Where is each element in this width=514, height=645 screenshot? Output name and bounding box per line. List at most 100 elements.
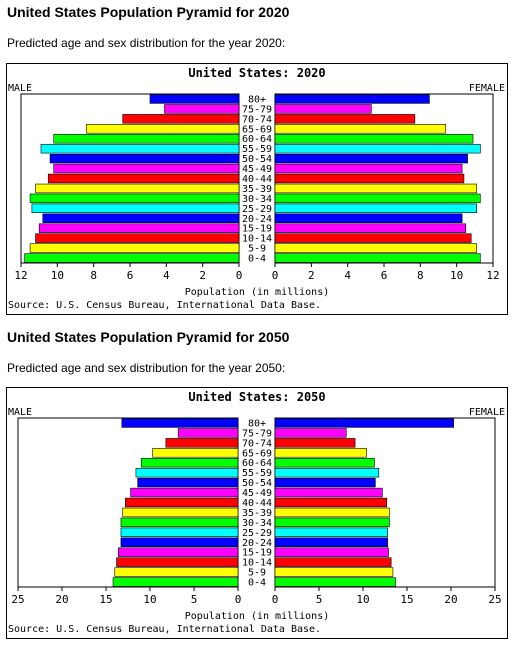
- bar-male: [149, 94, 240, 104]
- pyramid-chart-2050: United States: 2050 MALE FEMALE 80+ 75-79 70-…: [6, 387, 508, 639]
- age-group-label: 65-69: [242, 124, 272, 135]
- x-tick-label: 8: [417, 269, 424, 282]
- bar-female: [274, 448, 367, 458]
- bar-male: [120, 517, 239, 528]
- age-group-label: 5-9: [248, 244, 266, 255]
- age-group-label: 50-54: [242, 154, 272, 165]
- bar-female: [274, 143, 481, 154]
- age-group-label: 60-64: [242, 458, 272, 469]
- bar-male: [42, 213, 240, 223]
- age-group-label: 60-64: [242, 134, 272, 145]
- left-label-male: MALE: [8, 407, 32, 418]
- age-group-label: 30-34: [242, 518, 272, 529]
- x-tick-label: 6: [381, 269, 388, 282]
- age-group-label: 45-49: [242, 488, 272, 499]
- x-tick-label: 10: [450, 269, 463, 282]
- bar-female: [274, 223, 467, 233]
- x-tick-label: 10: [51, 269, 64, 282]
- section-heading-2020: United States Population Pyramid for 202…: [7, 4, 290, 20]
- x-tick-label: 15: [99, 593, 112, 606]
- bar-male: [130, 487, 239, 498]
- age-group-label: 0-4: [248, 254, 266, 265]
- bar-female: [274, 557, 392, 567]
- source-note: Source: U.S. Census Bureau, Internationa…: [8, 300, 321, 311]
- age-group-label: 75-79: [242, 104, 272, 115]
- bar-male: [86, 124, 240, 134]
- bar-male: [122, 114, 240, 124]
- age-group-label: 80+: [248, 94, 266, 105]
- age-group-label: 35-39: [242, 508, 272, 519]
- bar-male: [125, 497, 239, 508]
- bar-female: [274, 153, 468, 164]
- age-group-label: 10-14: [242, 234, 272, 245]
- bar-male: [116, 557, 239, 567]
- bar-male: [29, 193, 240, 204]
- bar-female: [274, 114, 416, 124]
- bar-male: [35, 233, 240, 243]
- age-group-label: 75-79: [242, 428, 272, 439]
- bar-female: [274, 527, 388, 538]
- age-group-label: 55-59: [242, 468, 272, 479]
- age-group-label: 70-74: [242, 438, 272, 449]
- age-group-label: 40-44: [242, 498, 272, 509]
- bar-female: [274, 203, 477, 214]
- bar-female: [274, 233, 472, 243]
- age-group-label: 80+: [248, 418, 266, 429]
- bar-male: [140, 458, 239, 468]
- age-group-label: 5-9: [248, 568, 266, 579]
- left-label-male: MALE: [8, 83, 32, 94]
- bar-male: [114, 567, 239, 577]
- bar-female: [274, 173, 465, 184]
- age-group-label: 30-34: [242, 194, 272, 205]
- chart-title: United States: 2050: [188, 390, 325, 404]
- x-tick-label: 2: [199, 269, 206, 282]
- right-label-female: FEMALE: [469, 83, 505, 94]
- x-tick-label: 10: [356, 593, 369, 606]
- bar-male: [121, 418, 239, 428]
- x-axis-label: Population (in millions): [185, 287, 330, 298]
- bar-female: [274, 418, 454, 428]
- bar-male: [40, 143, 240, 154]
- age-group-label: 25-29: [242, 528, 272, 539]
- bar-female: [274, 458, 375, 468]
- bar-female: [274, 497, 388, 508]
- bar-female: [274, 477, 376, 488]
- x-tick-label: 20: [444, 593, 457, 606]
- x-tick-label: 4: [344, 269, 351, 282]
- bar-female: [274, 577, 396, 587]
- bar-female: [274, 467, 380, 478]
- bar-female: [274, 567, 394, 577]
- age-group-label: 70-74: [242, 114, 272, 125]
- x-tick-label: 5: [316, 593, 323, 606]
- section-heading-2050: United States Population Pyramid for 205…: [7, 329, 290, 345]
- age-group-label: 10-14: [242, 558, 272, 569]
- bar-male: [53, 163, 240, 174]
- bar-male: [122, 507, 239, 518]
- bar-male: [135, 467, 239, 478]
- x-tick-label: 0: [272, 269, 279, 282]
- bar-female: [274, 517, 390, 528]
- pyramid-svg-2020: United States: 2020 MALE FEMALE 80+75-7970-…: [8, 66, 505, 311]
- age-group-label: 40-44: [242, 174, 272, 185]
- age-group-label: 65-69: [242, 448, 272, 459]
- bar-female: [274, 428, 347, 438]
- bar-male: [118, 547, 239, 557]
- bar-male: [152, 448, 239, 458]
- bar-male: [120, 537, 239, 547]
- pyramid-chart-2020: United States: 2020 MALE FEMALE 80+ 75-79 70-…: [6, 63, 508, 315]
- x-tick-label: 6: [127, 269, 134, 282]
- bar-male: [112, 577, 239, 587]
- bar-female: [274, 104, 372, 114]
- x-tick-label: 25: [11, 593, 24, 606]
- section-subtitle-2020: Predicted age and sex distribution for t…: [7, 36, 286, 50]
- x-tick-label: 20: [55, 593, 68, 606]
- bar-female: [274, 547, 389, 557]
- bar-female: [274, 124, 447, 134]
- age-group-label: 0-4: [248, 578, 266, 589]
- x-tick-label: 12: [486, 269, 499, 282]
- x-tick-label: 8: [90, 269, 97, 282]
- x-tick-label: 0: [236, 269, 243, 282]
- bar-male: [47, 173, 240, 184]
- bar-male: [137, 477, 239, 488]
- x-tick-label: 10: [143, 593, 156, 606]
